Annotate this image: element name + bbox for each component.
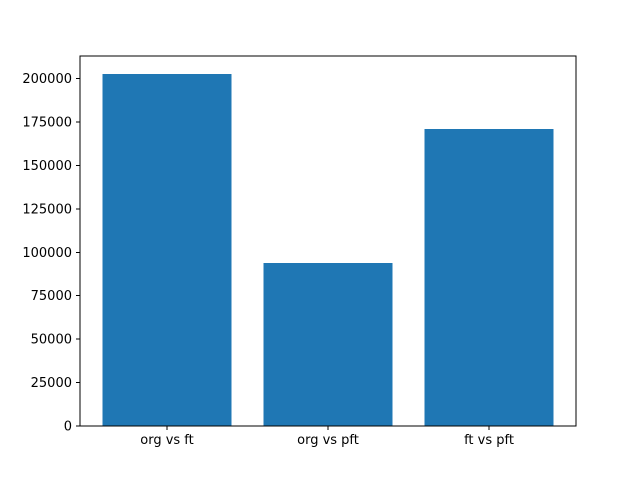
y-tick-label: 100000: [22, 246, 72, 261]
y-tick-label: 50000: [31, 333, 72, 348]
y-tick-label: 125000: [22, 202, 72, 217]
bar-ft-vs-pft: [424, 129, 554, 426]
x-tick-label-ft-vs-pft: ft vs pft: [464, 433, 514, 448]
bar-org-vs-ft: [102, 73, 232, 427]
x-tick-label-org-vs-ft: org vs ft: [140, 433, 194, 448]
y-tick-label: 25000: [31, 376, 72, 391]
y-tick-label: 150000: [22, 159, 72, 174]
x-tick-label-org-vs-pft: org vs pft: [297, 433, 359, 448]
y-tick-label: 0: [64, 420, 72, 435]
bar-org-vs-pft: [263, 263, 393, 426]
y-tick-label: 175000: [22, 116, 72, 131]
y-tick-label: 75000: [31, 289, 72, 304]
y-tick-label: 200000: [22, 72, 72, 87]
